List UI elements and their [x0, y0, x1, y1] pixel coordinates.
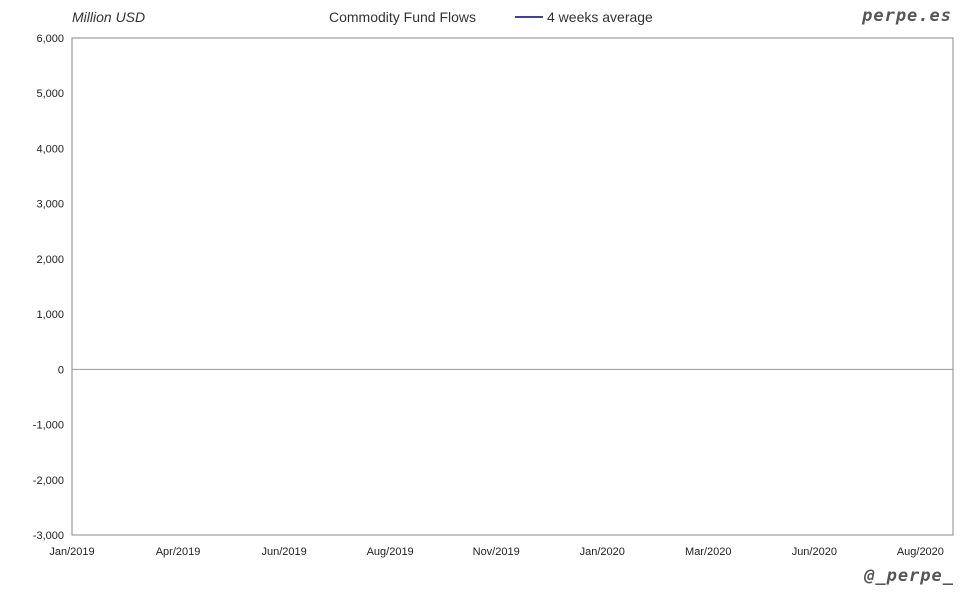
legend-line-swatch [515, 16, 543, 18]
x-tick-label: Jun/2020 [792, 546, 837, 558]
y-tick-label: 3,000 [36, 199, 64, 211]
author-handle: @_perpe_ [864, 566, 954, 586]
y-tick-label: 5,000 [36, 88, 64, 100]
y-tick-label: 4,000 [36, 143, 64, 155]
x-tick-label: Nov/2019 [473, 546, 520, 558]
plot-area [71, 37, 954, 536]
legend: 4 weeks average [515, 9, 653, 25]
y-axis-ticks: -3,000 -2,000 -1,000 0 1,000 2,000 3,000 4,000 5… [33, 33, 64, 542]
brand-logo-text: perpe.es [862, 6, 952, 26]
legend-label-average: 4 weeks average [547, 9, 653, 25]
x-tick-label: Aug/2019 [367, 546, 414, 558]
y-tick-label: 6,000 [36, 33, 64, 45]
x-axis-ticks: Jan/2019 Apr/2019 Jun/2019 Aug/2019 Nov/2019… [49, 546, 944, 558]
x-tick-label: Jun/2019 [261, 546, 306, 558]
y-axis-label: Million USD [72, 9, 146, 25]
x-tick-label: Jan/2019 [49, 546, 94, 558]
x-tick-label: Mar/2020 [685, 546, 731, 558]
x-tick-label: Jan/2020 [580, 546, 625, 558]
x-tick-label: Aug/2020 [897, 546, 944, 558]
chart-title: Commodity Fund Flows [329, 9, 477, 25]
y-tick-label: 2,000 [36, 254, 64, 266]
y-tick-label: -3,000 [33, 530, 64, 542]
y-tick-label: -1,000 [33, 420, 64, 432]
y-tick-label: 0 [58, 364, 64, 376]
axes [71, 37, 954, 536]
y-tick-label: -2,000 [33, 475, 64, 487]
y-tick-label: 1,000 [36, 309, 64, 321]
x-tick-label: Apr/2019 [156, 546, 201, 558]
